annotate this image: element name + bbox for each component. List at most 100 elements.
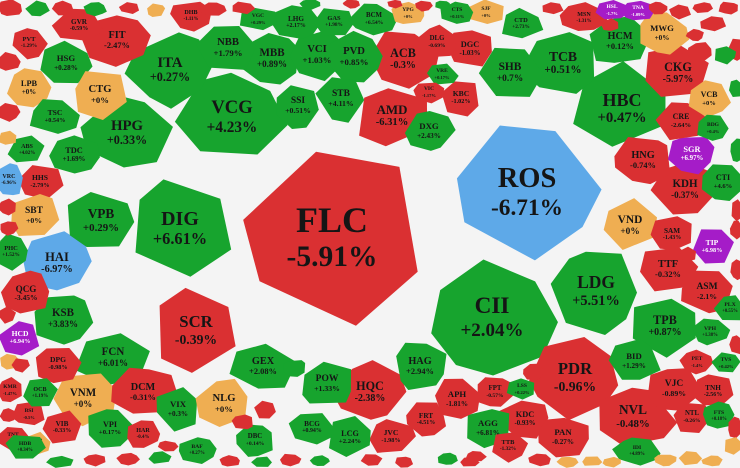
heatmap-cell[interactable] bbox=[231, 414, 253, 430]
heatmap-cell[interactable] bbox=[11, 358, 30, 373]
heatmap-cell-vix[interactable]: VIX +0.3% bbox=[156, 387, 198, 432]
heatmap-cell[interactable] bbox=[0, 198, 16, 216]
heatmap-cell[interactable] bbox=[731, 199, 740, 222]
heatmap-cell-ros[interactable]: ROS -6.71% bbox=[456, 125, 602, 261]
heatmap-cell[interactable] bbox=[528, 453, 551, 467]
heatmap-cell[interactable] bbox=[435, 0, 451, 10]
heatmap-cell[interactable] bbox=[730, 138, 740, 162]
heatmap-cell[interactable] bbox=[219, 455, 240, 467]
heatmap-cell[interactable] bbox=[718, 1, 738, 15]
heatmap-cell-lss[interactable]: LSS +0.22% bbox=[506, 378, 535, 400]
heatmap-cell-ypg[interactable]: YPG +0% bbox=[391, 1, 425, 25]
heatmap-cell-scr[interactable]: SCR -0.39% bbox=[159, 287, 236, 373]
heatmap-cell[interactable] bbox=[701, 455, 723, 467]
heatmap-cell-ldg[interactable]: LDG +5.51% bbox=[550, 251, 637, 335]
heatmap-cell[interactable] bbox=[279, 453, 302, 467]
heatmap-cell[interactable] bbox=[415, 0, 433, 12]
heatmap-cell[interactable] bbox=[118, 2, 140, 14]
heatmap-cell-tip[interactable]: TIP +6.98% bbox=[693, 229, 734, 264]
heatmap-cell-vrc[interactable]: VRC -6.96% bbox=[0, 163, 23, 196]
heatmap-cell[interactable] bbox=[283, 360, 306, 377]
heatmap-cell-sbt[interactable]: SBT +0% bbox=[11, 194, 60, 236]
heatmap-cell-sam[interactable]: SAM -1.43% bbox=[650, 216, 692, 251]
heatmap-cell[interactable] bbox=[116, 452, 140, 466]
heatmap-cell[interactable] bbox=[254, 400, 276, 419]
heatmap-cell[interactable] bbox=[157, 440, 179, 452]
heatmap-cell[interactable] bbox=[724, 437, 740, 455]
heatmap-cell[interactable] bbox=[582, 456, 603, 466]
heatmap-cell[interactable] bbox=[360, 454, 383, 466]
heatmap-cell-kbc[interactable]: KBC -1.02% bbox=[441, 81, 479, 117]
heatmap-cell-vre[interactable]: VRE +0.17% bbox=[427, 63, 459, 85]
heatmap-cell-hsl[interactable]: HSL -1.7% bbox=[595, 0, 628, 20]
heatmap-cell[interactable] bbox=[0, 103, 21, 122]
heatmap-cell-hdb[interactable]: HDB +0.34% bbox=[5, 435, 46, 459]
heatmap-cell[interactable] bbox=[83, 454, 106, 467]
heatmap-cell[interactable] bbox=[729, 335, 740, 355]
heatmap-cell[interactable] bbox=[685, 28, 704, 42]
heatmap-cell-tna[interactable]: TNA -1.09% bbox=[620, 0, 656, 21]
heatmap-cell[interactable] bbox=[654, 454, 677, 467]
heatmap-cell[interactable] bbox=[523, 363, 545, 380]
heatmap-cell[interactable] bbox=[299, 0, 321, 10]
heatmap-cell[interactable] bbox=[232, 1, 256, 15]
heatmap-cell[interactable] bbox=[342, 0, 360, 9]
heatmap-cell-phc[interactable]: PHC +1.52% bbox=[0, 233, 28, 271]
heatmap-cell-dbc[interactable]: DBC +0.14% bbox=[236, 424, 273, 457]
heatmap-cell[interactable] bbox=[692, 2, 714, 13]
heatmap-cell[interactable] bbox=[25, 0, 50, 17]
heatmap-cell[interactable] bbox=[714, 46, 737, 65]
heatmap-cell-bcg[interactable]: BCG +0.94% bbox=[288, 413, 333, 445]
heatmap-cell[interactable] bbox=[395, 456, 414, 468]
heatmap-cell[interactable] bbox=[387, 0, 403, 9]
heatmap-cell[interactable] bbox=[602, 456, 621, 468]
heatmap-cell[interactable] bbox=[147, 3, 166, 18]
ticker-symbol: CTD bbox=[514, 17, 528, 25]
heatmap-cell[interactable] bbox=[0, 130, 17, 145]
heatmap-cell[interactable] bbox=[437, 452, 458, 465]
heatmap-cell-tdc[interactable]: TDC +1.69% bbox=[49, 135, 100, 174]
heatmap-cell-hag[interactable]: HAG +2.94% bbox=[396, 342, 447, 390]
heatmap-cell[interactable] bbox=[728, 416, 740, 439]
heatmap-cell-dpg[interactable]: DPG -0.98% bbox=[35, 347, 82, 384]
heatmap-cell-ctd[interactable]: CTD +2.73% bbox=[502, 7, 544, 39]
heatmap-cell[interactable] bbox=[0, 306, 16, 324]
heatmap-cell-baf[interactable]: BAF +0.27% bbox=[178, 437, 217, 464]
heatmap-cell-vnd[interactable]: VND +0% bbox=[603, 198, 658, 250]
heatmap-cell[interactable] bbox=[542, 2, 564, 15]
heatmap-cell-tnh[interactable]: TNH -2.56% bbox=[695, 374, 734, 406]
heatmap-cell[interactable] bbox=[730, 259, 740, 281]
heatmap-cell[interactable] bbox=[0, 51, 21, 71]
heatmap-cell[interactable] bbox=[0, 221, 19, 236]
heatmap-cell[interactable] bbox=[648, 1, 668, 15]
heatmap-cell-tvs[interactable]: TVS +0.42% bbox=[711, 352, 740, 373]
heatmap-cell[interactable] bbox=[679, 246, 697, 262]
heatmap-cell[interactable] bbox=[46, 455, 74, 468]
heatmap-cell[interactable] bbox=[729, 220, 740, 240]
heatmap-cell[interactable] bbox=[687, 42, 712, 62]
heatmap-cell[interactable] bbox=[51, 0, 74, 16]
heatmap-cell-vgc[interactable]: VGC +0.29% bbox=[239, 7, 277, 31]
heatmap-cell[interactable] bbox=[700, 16, 727, 32]
heatmap-cell-flc[interactable]: FLC -5.91% bbox=[243, 151, 418, 326]
heatmap-cell[interactable] bbox=[600, 18, 619, 31]
heatmap-cell[interactable] bbox=[251, 456, 272, 467]
heatmap-cell[interactable] bbox=[83, 2, 107, 17]
heatmap-cell[interactable] bbox=[148, 451, 172, 464]
ticker-symbol: BCG bbox=[304, 419, 320, 428]
heatmap-cell-kmr[interactable]: KMR -1.47% bbox=[0, 376, 22, 403]
heatmap-cell[interactable] bbox=[669, 4, 691, 20]
heatmap-cell[interactable] bbox=[729, 79, 740, 98]
heatmap-cell-vic[interactable]: VIC -1.17% bbox=[413, 82, 445, 104]
heatmap-cell[interactable] bbox=[678, 451, 703, 466]
heatmap-cell[interactable] bbox=[0, 408, 17, 422]
heatmap-cell-pan[interactable]: PAN -0.27% bbox=[538, 417, 589, 458]
heatmap-cell-dig[interactable]: DIG +6.61% bbox=[135, 179, 232, 277]
heatmap-cell[interactable] bbox=[0, 0, 22, 17]
heatmap-cell[interactable] bbox=[199, 2, 227, 16]
heatmap-cell[interactable] bbox=[460, 456, 480, 467]
heatmap-cell[interactable] bbox=[556, 456, 579, 468]
heatmap-cell[interactable] bbox=[309, 455, 330, 466]
heatmap-cell[interactable] bbox=[466, 451, 487, 462]
heatmap-cell-bsi[interactable]: BSI -0.5% bbox=[11, 402, 45, 426]
